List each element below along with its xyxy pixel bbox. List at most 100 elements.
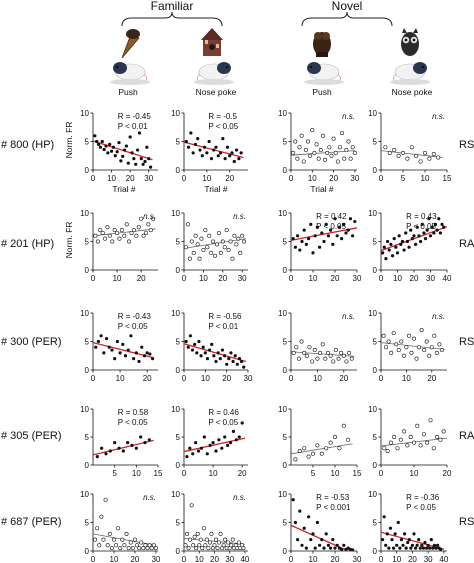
data-point — [230, 256, 235, 261]
data-point — [141, 546, 146, 551]
x-tick-label: 20 — [331, 274, 340, 283]
x-tick-label: 20 — [339, 374, 348, 383]
x-axis-title-col-2: Trial # — [310, 184, 334, 194]
data-point — [143, 230, 148, 235]
y-tick-label: 10 — [80, 209, 89, 218]
x-tick-label: 30 — [225, 555, 234, 563]
data-point — [195, 351, 199, 355]
scatter-panel: 0 5 10 0 10 20 30 40 R = 0.43P < 0.05 — [368, 209, 452, 283]
data-point — [146, 222, 151, 227]
annotation-stat: P < 0.05 — [118, 322, 148, 331]
data-point — [388, 440, 393, 445]
x-tick-label: 15 — [154, 469, 163, 478]
y-tick-label: 5 — [85, 238, 90, 247]
data-point — [291, 498, 295, 502]
data-point — [381, 333, 386, 338]
data-point — [302, 228, 306, 232]
data-point — [203, 351, 207, 355]
data-point — [337, 225, 341, 229]
data-point — [186, 546, 191, 551]
data-point — [100, 139, 104, 144]
data-point — [201, 345, 205, 349]
scatter-panel: 0 5 10 0 10 20 R = 0.46P < 0.05 — [171, 405, 248, 478]
data-point — [147, 157, 151, 161]
data-point — [309, 222, 313, 226]
annotation-ns: n.s. — [342, 312, 355, 321]
annotation-ns: n.s. — [432, 112, 445, 121]
data-point — [293, 457, 298, 462]
data-point — [308, 153, 313, 158]
data-point — [225, 362, 229, 366]
data-point — [337, 446, 342, 451]
data-point — [137, 359, 141, 364]
annotation-ns: n.s. — [233, 212, 246, 221]
data-point — [185, 222, 190, 227]
scatter-panel: 0 5 10 0 10 20 R = -0.5P < 0.05 — [171, 109, 248, 183]
data-point — [193, 233, 198, 238]
data-point — [96, 339, 101, 344]
data-point — [323, 356, 328, 361]
data-point — [402, 248, 406, 252]
y-tick-label: 10 — [171, 405, 180, 414]
data-point — [141, 233, 146, 238]
x-tick-label: 40 — [439, 555, 448, 563]
data-point — [211, 441, 215, 445]
annotation-stat: P < 0.05 — [208, 418, 238, 427]
data-point — [95, 139, 99, 144]
data-point — [295, 156, 300, 161]
y-tick-label: 10 — [171, 209, 180, 218]
data-point — [129, 334, 133, 338]
data-point — [105, 225, 110, 230]
data-point — [296, 356, 301, 361]
row-right-label-305: RA — [459, 430, 474, 442]
data-point — [401, 543, 405, 547]
data-point — [302, 446, 307, 451]
rat-icon — [390, 62, 430, 85]
data-point — [151, 543, 156, 548]
data-point — [393, 532, 397, 536]
data-point — [122, 233, 127, 238]
data-point — [108, 449, 112, 453]
row-label-687: # 687 (PER) — [1, 516, 62, 528]
data-point — [118, 351, 122, 355]
rat-icon — [110, 62, 150, 85]
data-point — [414, 356, 419, 361]
data-point — [194, 546, 199, 551]
data-point — [216, 351, 220, 355]
regression-line — [92, 140, 153, 161]
y-tick-label: 5 — [85, 519, 90, 528]
data-point — [115, 339, 119, 344]
data-point — [235, 362, 239, 366]
data-point — [107, 233, 112, 238]
data-point — [96, 142, 101, 146]
scatter-panel: 0 5 10 0 10 20 n.s. — [278, 309, 357, 383]
data-point — [242, 365, 246, 369]
x-tick-label: 0 — [91, 374, 96, 383]
data-point — [404, 345, 409, 350]
x-tick-label: 10 — [331, 469, 340, 478]
x-tick-label: 20 — [408, 555, 417, 563]
scatter-panel: 0 5 10 0 10 20 30 R = -0.53P < 0.001 — [278, 490, 362, 563]
data-point — [441, 429, 446, 434]
data-point — [97, 543, 102, 548]
data-point — [127, 239, 132, 244]
data-point — [391, 546, 396, 550]
x-tick-label: 10 — [410, 469, 419, 478]
data-point — [112, 228, 117, 233]
data-point — [413, 546, 418, 550]
data-point — [324, 532, 328, 536]
data-point — [387, 248, 391, 252]
data-point — [110, 239, 115, 244]
x-tick-label: 0 — [379, 555, 384, 563]
figurine-icon — [313, 32, 331, 57]
annotation-stat: P < 0.05 — [406, 222, 436, 231]
y-tick-label: 10 — [80, 309, 89, 318]
annotation-stat: P < 0.01 — [208, 322, 238, 331]
x-tick-label: 10 — [199, 274, 208, 283]
data-point — [439, 348, 444, 353]
data-point — [419, 239, 423, 244]
data-point — [221, 543, 226, 548]
data-point — [428, 546, 432, 550]
x-tick-label: 10 — [309, 555, 318, 563]
data-point — [322, 546, 326, 550]
